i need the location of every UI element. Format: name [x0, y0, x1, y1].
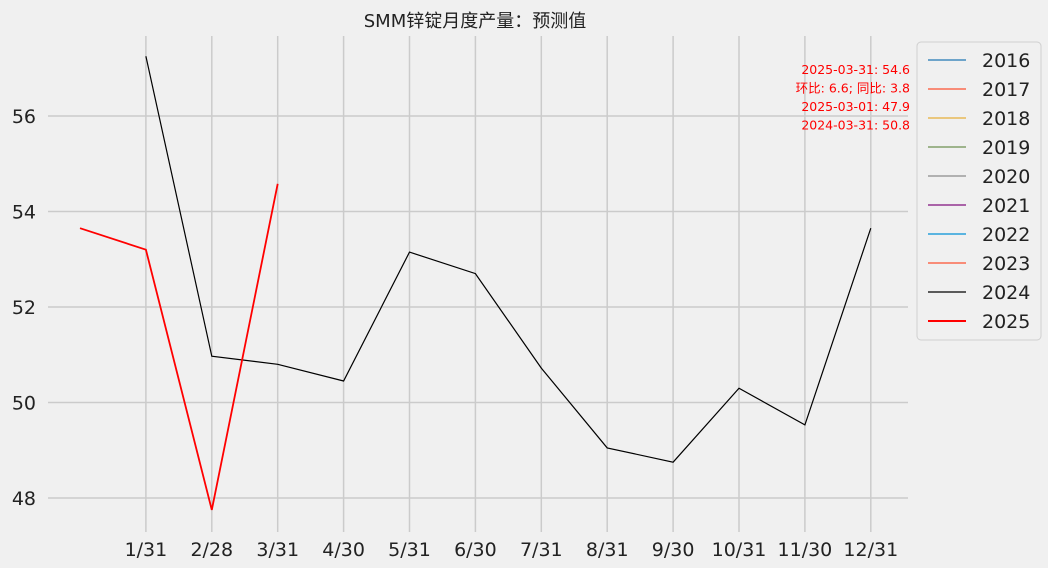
x-axis-ticks: 1/31 2/28 3/31 4/30 5/31 6/30 7/31 8/31 9/30 10/3…: [125, 539, 899, 561]
x-tick-label: 5/31: [388, 539, 431, 561]
y-tick-label: 56: [12, 106, 36, 128]
legend-label: 2018: [982, 108, 1030, 130]
legend-box: [916, 41, 1042, 341]
x-tick-label: 9/30: [652, 539, 695, 561]
x-tick-label: 4/30: [322, 539, 365, 561]
x-tick-label: 1/31: [125, 539, 168, 561]
legend-label: 2024: [982, 282, 1030, 304]
series-line-2024: [145, 56, 872, 463]
annotation-text: 环比: 6.6; 同比: 3.8: [796, 81, 910, 96]
annotations: 2025-03-31: 54.6 环比: 6.6; 同比: 3.8 2025-03-…: [796, 62, 910, 133]
legend-label: 2025: [982, 311, 1030, 333]
legend-label: 2020: [982, 166, 1030, 188]
legend-label: 2022: [982, 224, 1030, 246]
y-tick-label: 54: [12, 202, 36, 224]
x-tick-label: 3/31: [256, 539, 299, 561]
x-tick-label: 12/31: [843, 539, 898, 561]
legend-label: 2023: [982, 253, 1030, 275]
grid: [48, 36, 908, 532]
legend-label: 2016: [982, 50, 1030, 72]
y-tick-label: 52: [12, 297, 36, 319]
annotation-text: 2025-03-01: 47.9: [801, 99, 910, 114]
legend: 2016 2017 2018 2019 2020 2021 2022 2023 2024 2025: [916, 41, 1042, 341]
legend-label: 2017: [982, 79, 1030, 101]
x-tick-label: 10/31: [712, 539, 767, 561]
y-tick-label: 48: [12, 488, 36, 510]
x-tick-label: 6/30: [454, 539, 497, 561]
legend-label: 2019: [982, 137, 1030, 159]
x-tick-label: 8/31: [586, 539, 629, 561]
legend-label: 2021: [982, 195, 1030, 217]
x-tick-label: 7/31: [520, 539, 563, 561]
series-line-2025: [79, 183, 279, 511]
x-tick-label: 11/30: [778, 539, 833, 561]
y-tick-label: 50: [12, 393, 36, 415]
annotation-text: 2024-03-31: 50.8: [801, 118, 910, 133]
plot-lines: [79, 56, 872, 511]
y-axis-ticks: 48 50 52 54 56: [12, 106, 36, 510]
x-tick-label: 2/28: [190, 539, 233, 561]
annotation-text: 2025-03-31: 54.6: [801, 62, 910, 77]
chart-title: SMM锌锭月度产量：预测值: [364, 11, 587, 32]
